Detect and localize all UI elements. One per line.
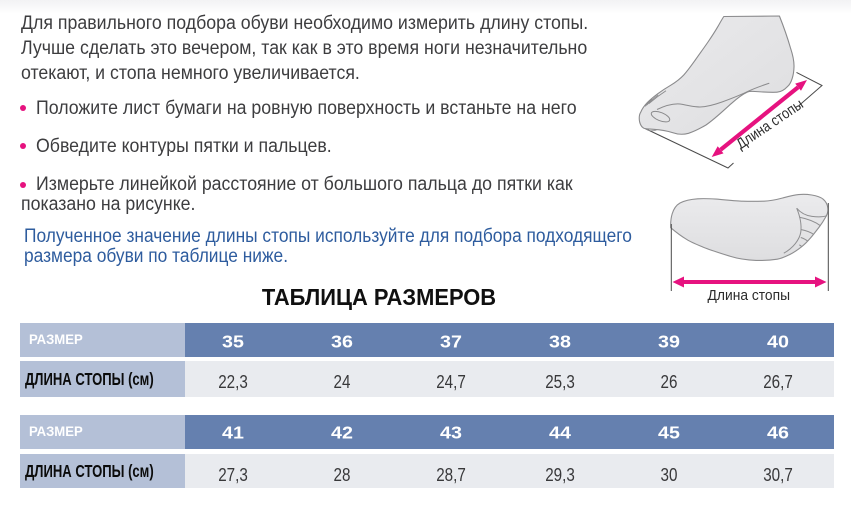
svg-text:Длина стопы: Длина стопы [733, 96, 806, 153]
svg-text:Длина стопы: Длина стопы [708, 288, 791, 304]
